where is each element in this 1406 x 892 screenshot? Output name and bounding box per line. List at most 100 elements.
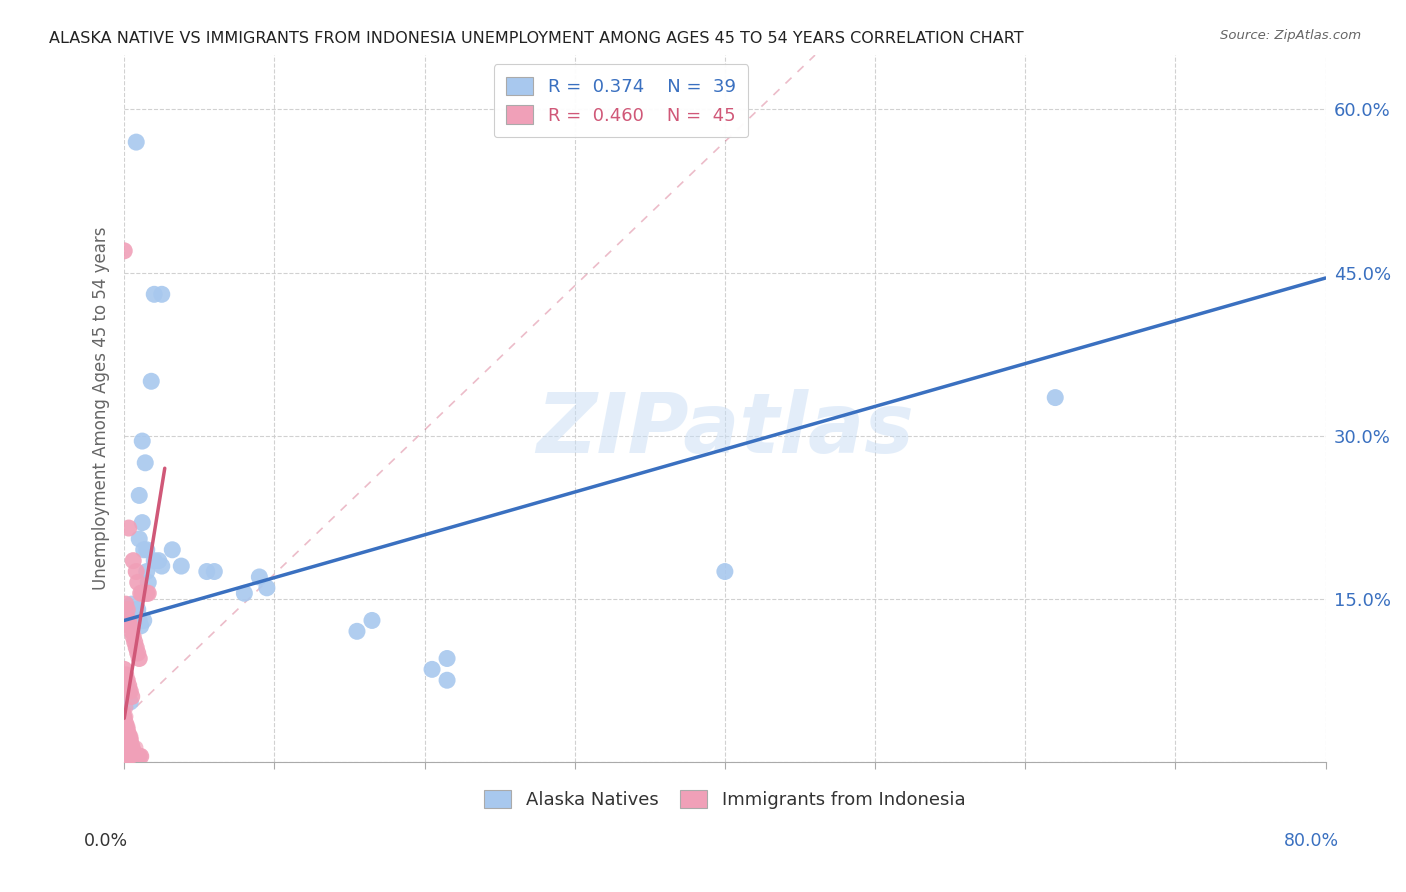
Point	[134, 586, 156, 600]
Point	[114, 747, 136, 762]
Point	[1045, 391, 1067, 405]
Point	[114, 597, 136, 611]
Point	[120, 731, 142, 746]
Point	[247, 570, 270, 584]
Point	[124, 635, 146, 649]
Point	[115, 747, 138, 762]
Point	[114, 726, 136, 740]
Point	[117, 750, 139, 764]
Point	[117, 730, 139, 744]
Point	[114, 729, 136, 743]
Point	[115, 739, 138, 754]
Point	[114, 748, 136, 763]
Point	[129, 749, 152, 764]
Text: Source: ZipAtlas.com: Source: ZipAtlas.com	[1220, 29, 1361, 42]
Point	[120, 733, 142, 747]
Point	[131, 586, 153, 600]
Point	[115, 754, 138, 768]
Point	[112, 244, 135, 258]
Point	[121, 749, 143, 764]
Point	[115, 754, 138, 768]
Text: ZIPatlas: ZIPatlas	[536, 389, 914, 470]
Point	[127, 575, 149, 590]
Point	[112, 711, 135, 725]
Point	[115, 722, 138, 736]
Point	[114, 746, 136, 760]
Point	[115, 754, 138, 768]
Point	[118, 749, 141, 764]
Point	[115, 752, 138, 766]
Y-axis label: Unemployment Among Ages 45 to 54 years: Unemployment Among Ages 45 to 54 years	[93, 227, 110, 591]
Point	[117, 724, 139, 739]
Point	[115, 752, 138, 766]
Point	[118, 684, 141, 698]
Point	[127, 602, 149, 616]
Point	[121, 624, 143, 639]
Point	[127, 749, 149, 764]
Point	[135, 586, 157, 600]
Point	[115, 739, 138, 754]
Point	[256, 581, 278, 595]
Point	[115, 744, 138, 758]
Point	[115, 700, 138, 714]
Point	[112, 662, 135, 676]
Point	[124, 614, 146, 628]
Point	[117, 733, 139, 747]
Point	[121, 739, 143, 753]
Point	[128, 651, 150, 665]
Point	[125, 740, 148, 755]
Point	[436, 651, 458, 665]
Point	[135, 565, 157, 579]
Point	[115, 742, 138, 756]
Point	[114, 749, 136, 764]
Legend: Alaska Natives, Immigrants from Indonesia: Alaska Natives, Immigrants from Indonesi…	[477, 782, 973, 816]
Point	[114, 749, 136, 764]
Point	[114, 704, 136, 718]
Point	[115, 709, 138, 723]
Point	[114, 716, 136, 731]
Point	[120, 619, 142, 633]
Point	[120, 749, 142, 764]
Point	[114, 724, 136, 739]
Point	[112, 748, 135, 763]
Point	[714, 565, 737, 579]
Point	[118, 728, 141, 742]
Point	[118, 736, 141, 750]
Point	[135, 542, 157, 557]
Point	[115, 602, 138, 616]
Point	[120, 684, 142, 698]
Point	[118, 679, 141, 693]
Point	[127, 646, 149, 660]
Point	[117, 719, 139, 733]
Point	[117, 729, 139, 743]
Point	[129, 619, 152, 633]
Point	[118, 521, 141, 535]
Point	[121, 690, 143, 704]
Point	[132, 542, 155, 557]
Point	[129, 586, 152, 600]
Point	[118, 752, 141, 766]
Point	[128, 749, 150, 764]
Point	[128, 614, 150, 628]
Point	[195, 565, 218, 579]
Point	[125, 135, 148, 149]
Text: 80.0%: 80.0%	[1284, 832, 1339, 850]
Point	[121, 597, 143, 611]
Point	[114, 734, 136, 748]
Point	[114, 745, 136, 759]
Point	[115, 749, 138, 764]
Point	[170, 559, 193, 574]
Point	[115, 750, 138, 764]
Point	[114, 754, 136, 768]
Point	[436, 673, 458, 688]
Point	[114, 742, 136, 756]
Point	[122, 607, 145, 622]
Point	[120, 729, 142, 743]
Point	[136, 575, 159, 590]
Point	[128, 532, 150, 546]
Point	[122, 554, 145, 568]
Point	[117, 752, 139, 766]
Point	[361, 614, 384, 628]
Point	[122, 746, 145, 760]
Point	[112, 749, 135, 764]
